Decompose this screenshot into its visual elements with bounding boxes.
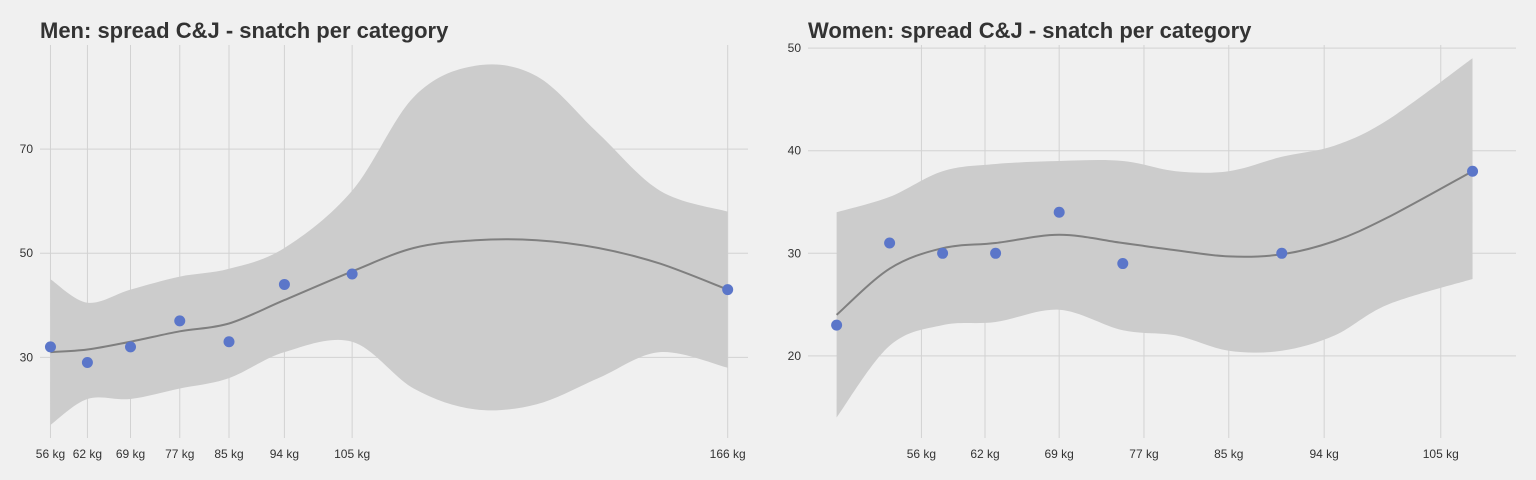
men-data-point — [722, 284, 734, 296]
men-y-tick-label: 70 — [20, 142, 34, 156]
men-chart: 30 50 70 56 kg 62 kg 69 kg 77 kg 85 kg 94 kg 105 … — [20, 18, 748, 461]
women-x-tick-label: 56 kg — [907, 447, 936, 461]
men-x-tick-label: 105 kg — [334, 447, 370, 461]
men-x-tick-label: 69 kg — [116, 447, 145, 461]
women-data-point — [1467, 165, 1479, 177]
women-x-tick-label: 85 kg — [1214, 447, 1243, 461]
men-x-tick-label: 77 kg — [165, 447, 194, 461]
women-x-tick-label: 105 kg — [1423, 447, 1459, 461]
women-smooth-line — [835, 170, 1473, 316]
men-data-point — [44, 341, 56, 353]
men-data-point — [223, 336, 235, 348]
women-data-point — [937, 247, 949, 259]
women-data-point — [1117, 258, 1129, 270]
men-data-point — [125, 341, 137, 353]
women-data-point — [990, 247, 1002, 259]
men-x-tick-label: 94 kg — [270, 447, 299, 461]
men-data-point — [174, 315, 186, 327]
women-data-point — [1053, 206, 1065, 218]
women-x-tick-label: 69 kg — [1045, 447, 1074, 461]
women-y-tick-label: 40 — [788, 144, 802, 158]
women-data-point — [831, 319, 843, 331]
women-x-tick-label: 77 kg — [1129, 447, 1158, 461]
women-y-tick-label: 20 — [788, 349, 802, 363]
men-y-tick-label: 30 — [20, 350, 34, 364]
women-chart: 20 30 40 50 56 kg 62 kg 69 kg 77 kg 85 kg 94 kg 10… — [788, 18, 1516, 461]
men-x-tick-label: 56 kg — [36, 447, 65, 461]
women-data-point — [1276, 247, 1288, 259]
men-data-point — [346, 268, 358, 280]
women-x-tick-label: 62 kg — [970, 447, 999, 461]
women-chart-title: Women: spread C&J - snatch per category — [808, 18, 1252, 43]
men-x-tick-label: 62 kg — [73, 447, 102, 461]
men-confidence-band — [50, 64, 728, 426]
men-y-tick-label: 50 — [20, 246, 34, 260]
men-x-tick-label: 85 kg — [214, 447, 243, 461]
men-chart-title: Men: spread C&J - snatch per category — [40, 18, 449, 43]
women-y-tick-label: 50 — [788, 41, 802, 55]
men-data-point — [81, 357, 93, 369]
women-y-tick-label: 30 — [788, 246, 802, 260]
women-data-point — [884, 237, 896, 249]
women-confidence-band — [836, 58, 1473, 418]
women-points — [831, 165, 1479, 331]
women-x-tick-label: 94 kg — [1309, 447, 1338, 461]
men-data-point — [278, 278, 290, 290]
men-x-tick-label: 166 kg — [710, 447, 746, 461]
men-points — [44, 268, 734, 369]
